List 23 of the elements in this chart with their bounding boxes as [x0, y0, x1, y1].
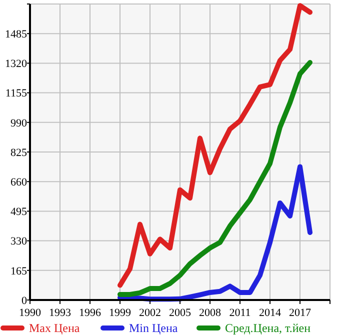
y-tick-label: 825	[10, 146, 28, 159]
x-tick-label: 2011	[229, 307, 251, 319]
y-tick-label: 660	[10, 176, 28, 188]
y-tick-label: 0	[22, 294, 28, 307]
y-tick-label: 990	[10, 117, 28, 130]
legend-label: Max Цена	[29, 321, 80, 335]
x-tick-label: 2002	[139, 307, 161, 319]
y-tick-label: 1320	[5, 58, 28, 70]
x-tick-label: 2008	[199, 307, 222, 319]
y-tick-label: 330	[10, 236, 28, 248]
y-tick-label: 1155	[5, 88, 28, 100]
legend-label: Сред.Цена, т.йен	[225, 321, 312, 335]
y-tick-label: 1485	[5, 28, 28, 40]
x-tick-label: 2014	[259, 307, 282, 319]
x-tick-label: 1996	[79, 307, 102, 319]
x-tick-label: 1990	[19, 307, 42, 319]
x-tick-label: 2017	[289, 307, 312, 319]
y-tick-label: 165	[10, 265, 28, 278]
y-tick-label: 495	[10, 206, 28, 218]
legend-label: Min Цена	[129, 321, 178, 335]
x-tick-label: 1999	[109, 307, 132, 319]
x-tick-label: 2005	[169, 307, 192, 319]
x-tick-label: 1993	[49, 307, 72, 319]
